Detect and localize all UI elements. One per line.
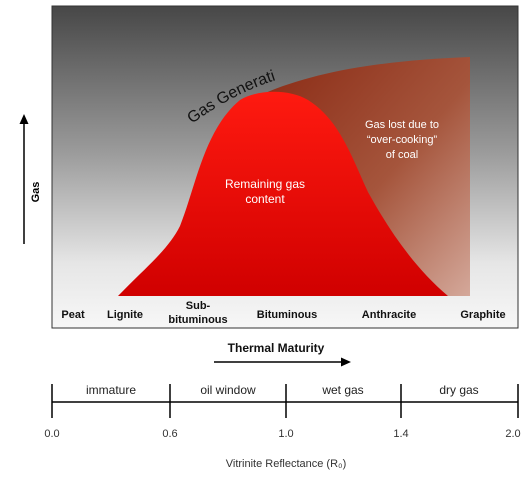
zone-immature: immature	[86, 383, 136, 397]
rank-peat: Peat	[61, 309, 85, 321]
thermal-maturity-label: Thermal Maturity	[228, 341, 325, 355]
x-axis-label: Vitrinite Reflectance (R₀)	[226, 458, 347, 470]
rank-lignite: Lignite	[107, 309, 143, 321]
thermal-maturity-arrowhead	[341, 357, 351, 367]
zone-oil-window: oil window	[200, 383, 256, 397]
rank-anthracite: Anthracite	[362, 309, 416, 321]
zone-wet-gas: wet gas	[321, 383, 363, 397]
remaining-gas-label-line-2: content	[245, 192, 285, 206]
tick-label-2.0: 2.0	[505, 428, 520, 440]
rank-graphite: Graphite	[460, 309, 505, 321]
rank-sub-bituminous-line-1: Sub-	[186, 300, 211, 312]
gas-lost-label-line-3: of coal	[386, 149, 418, 161]
rank-sub-bituminous-line-2: bituminous	[168, 314, 227, 326]
tick-label-0.0: 0.0	[44, 428, 59, 440]
remaining-gas-label-line-1: Remaining gas	[225, 177, 305, 191]
y-axis-label: Gas	[30, 182, 42, 203]
rank-bituminous: Bituminous	[257, 309, 318, 321]
gas-lost-label-line-1: Gas lost due to	[365, 119, 439, 131]
zone-dry-gas: dry gas	[439, 383, 478, 397]
remaining-gas-area	[118, 91, 448, 296]
y-axis-arrowhead	[19, 114, 29, 124]
tick-label-1.4: 1.4	[393, 428, 408, 440]
gas-lost-label-line-2: “over-cooking”	[367, 134, 438, 146]
tick-label-1.0: 1.0	[278, 428, 293, 440]
y-axis: Gas	[19, 114, 42, 244]
tick-label-0.6: 0.6	[162, 428, 177, 440]
coal-rank-labels: Peat Lignite Sub- bituminous Bituminous …	[61, 300, 505, 326]
maturity-scale: immature oil window wet gas dry gas 0.0 …	[44, 383, 520, 470]
thermal-maturity-indicator: Thermal Maturity	[214, 341, 351, 367]
